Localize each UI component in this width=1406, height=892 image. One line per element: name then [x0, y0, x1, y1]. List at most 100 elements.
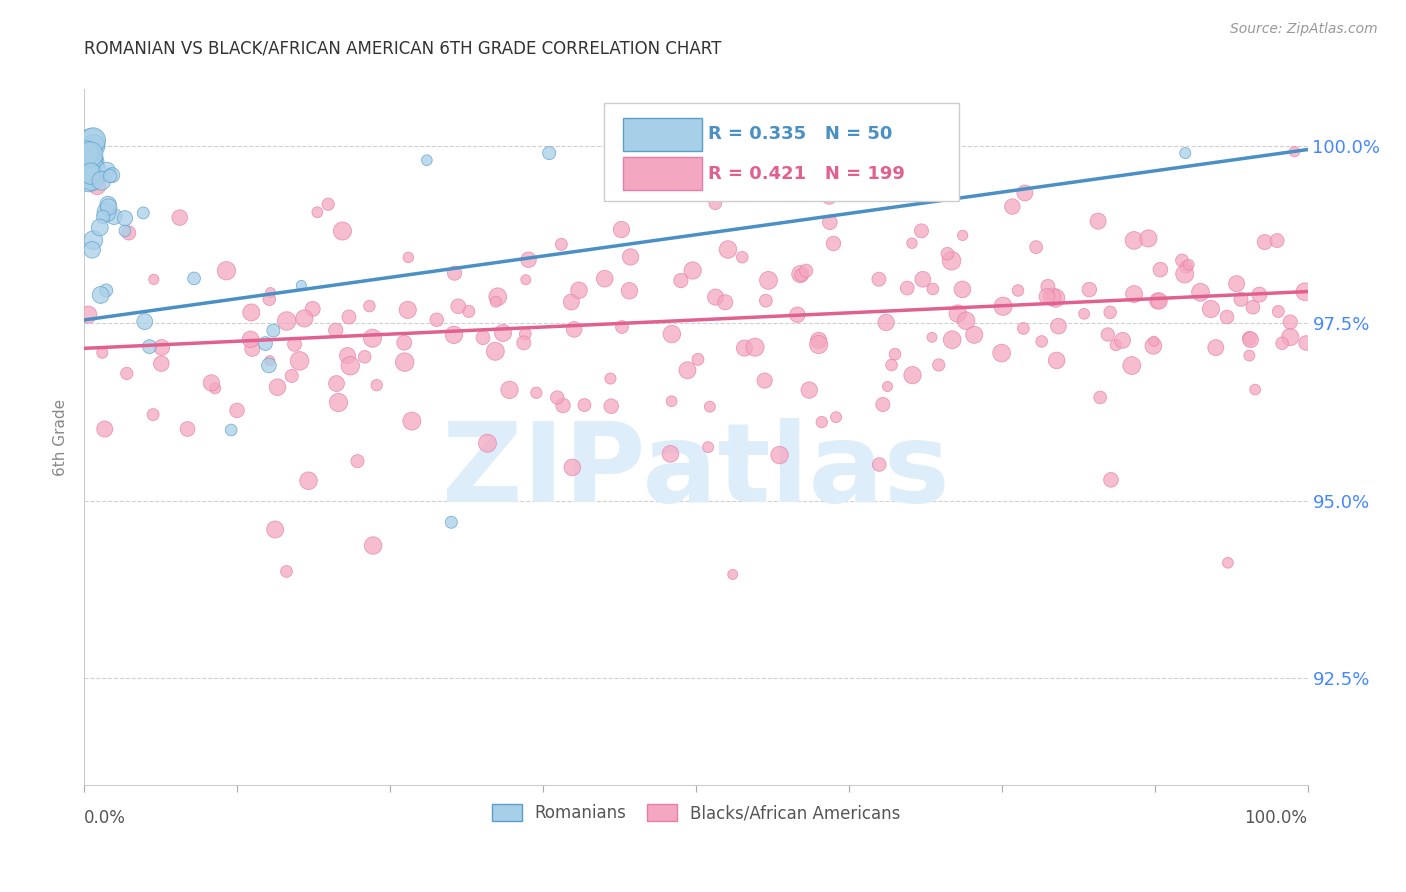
- Point: [704, 290, 727, 304]
- Point: [114, 211, 136, 226]
- Point: [75, 146, 97, 161]
- Point: [568, 283, 591, 297]
- Point: [524, 385, 547, 400]
- Point: [921, 330, 943, 344]
- Point: [704, 196, 727, 211]
- Point: [426, 312, 449, 326]
- Point: [90, 174, 112, 188]
- Point: [869, 139, 891, 153]
- Point: [1295, 335, 1317, 350]
- Point: [150, 357, 173, 371]
- Point: [240, 342, 263, 356]
- Point: [1230, 293, 1253, 307]
- Point: [963, 327, 986, 342]
- Point: [1025, 240, 1047, 254]
- Point: [515, 326, 537, 341]
- Point: [911, 272, 934, 286]
- Point: [1046, 353, 1069, 368]
- Point: [142, 408, 165, 422]
- Point: [440, 516, 463, 530]
- Point: [884, 172, 907, 186]
- Point: [486, 290, 509, 304]
- Point: [685, 146, 707, 161]
- Point: [498, 383, 520, 397]
- Point: [1216, 310, 1239, 324]
- Point: [150, 340, 173, 354]
- Point: [82, 133, 104, 147]
- Point: [550, 237, 572, 252]
- Point: [1078, 283, 1101, 297]
- Point: [921, 282, 943, 296]
- Point: [901, 368, 924, 383]
- Legend: Romanians, Blacks/African Americans: Romanians, Blacks/African Americans: [485, 797, 907, 829]
- Point: [1226, 277, 1249, 291]
- Point: [1097, 327, 1119, 342]
- Point: [1254, 235, 1277, 249]
- Point: [226, 403, 249, 417]
- Point: [783, 139, 806, 153]
- Point: [818, 215, 841, 229]
- Point: [169, 211, 191, 225]
- Point: [901, 236, 924, 251]
- Point: [799, 383, 821, 397]
- Text: 0.0%: 0.0%: [84, 809, 127, 827]
- Point: [79, 167, 101, 181]
- Point: [103, 210, 125, 224]
- FancyBboxPatch shape: [605, 103, 959, 201]
- Point: [517, 252, 540, 267]
- Point: [1294, 285, 1316, 299]
- Point: [1073, 307, 1095, 321]
- Point: [880, 358, 903, 372]
- Point: [1216, 556, 1239, 570]
- Point: [754, 374, 776, 388]
- Point: [82, 154, 104, 169]
- Point: [1189, 285, 1212, 300]
- Point: [1123, 287, 1146, 301]
- Point: [875, 315, 897, 329]
- Point: [513, 335, 536, 350]
- Point: [768, 448, 790, 462]
- Point: [316, 197, 339, 211]
- Point: [551, 399, 574, 413]
- Point: [1175, 260, 1198, 274]
- Point: [1284, 145, 1306, 159]
- Point: [82, 164, 104, 178]
- Point: [276, 314, 298, 328]
- Point: [731, 250, 754, 264]
- Point: [546, 391, 568, 405]
- Point: [991, 299, 1014, 313]
- Point: [94, 422, 117, 436]
- Point: [910, 224, 932, 238]
- Point: [1105, 338, 1128, 352]
- Text: ROMANIAN VS BLACK/AFRICAN AMERICAN 6TH GRADE CORRELATION CHART: ROMANIAN VS BLACK/AFRICAN AMERICAN 6TH G…: [84, 40, 721, 58]
- Point: [1137, 231, 1160, 245]
- Point: [794, 264, 817, 278]
- Point: [686, 352, 709, 367]
- Point: [77, 171, 100, 186]
- Point: [714, 295, 737, 310]
- Point: [1040, 290, 1063, 304]
- Point: [115, 367, 138, 381]
- Point: [1267, 304, 1289, 318]
- Point: [361, 331, 384, 345]
- Point: [443, 327, 465, 342]
- Point: [1199, 301, 1222, 316]
- Point: [810, 415, 832, 429]
- Point: [600, 399, 623, 413]
- Point: [717, 243, 740, 257]
- Point: [134, 315, 156, 329]
- Point: [307, 205, 329, 219]
- Point: [884, 347, 907, 361]
- Point: [1047, 319, 1070, 334]
- Point: [744, 340, 766, 354]
- Point: [1099, 305, 1122, 319]
- Point: [1014, 186, 1036, 200]
- Point: [392, 335, 415, 350]
- Point: [936, 246, 959, 260]
- Point: [80, 167, 103, 181]
- Point: [325, 323, 347, 337]
- Point: [118, 226, 141, 240]
- Point: [337, 310, 360, 324]
- Point: [101, 168, 124, 182]
- Point: [825, 410, 848, 425]
